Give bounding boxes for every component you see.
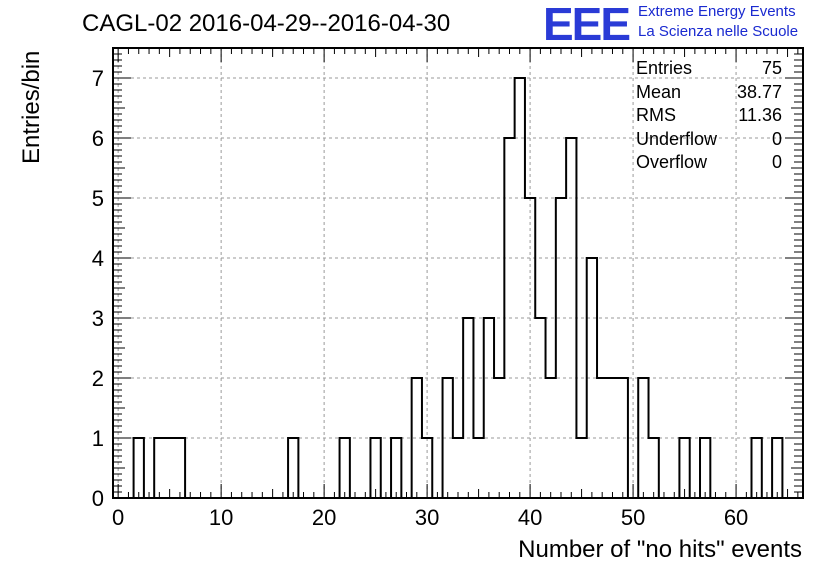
stats-mean-value: 38.77 bbox=[736, 81, 782, 102]
histogram-bar bbox=[752, 438, 762, 498]
x-tick-label: 50 bbox=[621, 505, 645, 530]
stats-mean-label: Mean bbox=[636, 81, 682, 102]
x-tick-label: 0 bbox=[112, 505, 124, 530]
stats-row-overflow: Overflow 0 bbox=[636, 151, 782, 175]
stats-rms-label: RMS bbox=[636, 105, 676, 125]
histogram-bar bbox=[535, 318, 545, 498]
stats-row-rms: RMS 11.36 bbox=[636, 104, 782, 128]
histogram-bar bbox=[391, 438, 401, 498]
x-tick-label: 60 bbox=[724, 505, 748, 530]
histogram-bar bbox=[175, 438, 185, 498]
y-tick-label: 5 bbox=[92, 186, 104, 211]
histogram-bar bbox=[515, 78, 525, 498]
histogram-bar bbox=[340, 438, 350, 498]
chart-title: CAGL-02 2016-04-29--2016-04-30 bbox=[82, 10, 451, 37]
stats-overflow-value: 0 bbox=[771, 152, 782, 172]
stats-row-entries: Entries 75 bbox=[636, 57, 782, 81]
stats-underflow-value: 0 bbox=[771, 128, 782, 149]
histogram-bar bbox=[453, 438, 463, 498]
stats-underflow-label: Underflow bbox=[636, 128, 718, 149]
y-tick-label: 3 bbox=[92, 306, 104, 331]
histogram-bar bbox=[154, 438, 164, 498]
stats-box: Entries 75 Mean 38.77 RMS 11.36 Underflo… bbox=[636, 57, 782, 175]
x-tick-label: 10 bbox=[209, 505, 233, 530]
stats-rms-value: 11.36 bbox=[738, 105, 782, 125]
x-axis-label: Number of "no hits" events bbox=[518, 536, 802, 563]
y-tick-label: 7 bbox=[92, 66, 104, 91]
y-tick-label: 0 bbox=[92, 486, 104, 511]
logo-line-2: La Scienza nelle Scuole bbox=[638, 23, 799, 40]
y-tick-label: 2 bbox=[92, 366, 104, 391]
histogram-bar bbox=[700, 438, 710, 498]
y-tick-label: 4 bbox=[92, 246, 104, 271]
histogram-bar bbox=[484, 318, 494, 498]
eee-logo: EEE bbox=[543, 0, 631, 50]
histogram-bar bbox=[649, 438, 659, 498]
stats-row-mean: Mean 38.77 bbox=[636, 81, 782, 105]
stats-row-underflow: Underflow 0 bbox=[636, 128, 782, 152]
histogram-bar bbox=[134, 438, 144, 498]
histogram-bar bbox=[556, 198, 566, 498]
histogram-outline bbox=[113, 77, 803, 499]
histogram-bar bbox=[463, 318, 473, 498]
x-tick-label: 20 bbox=[312, 505, 336, 530]
x-tick-label: 30 bbox=[415, 505, 439, 530]
histogram-bar bbox=[288, 438, 298, 498]
y-tick-label: 1 bbox=[92, 426, 104, 451]
logo-line-1: Extreme Energy Events bbox=[638, 3, 796, 20]
x-tick-label: 40 bbox=[518, 505, 542, 530]
stats-entries-label: Entries bbox=[636, 58, 693, 78]
y-tick-label: 6 bbox=[92, 126, 104, 151]
stats-entries-value: 75 bbox=[761, 58, 782, 78]
stats-overflow-label: Overflow bbox=[636, 152, 708, 172]
y-axis-label: Entries/bin bbox=[18, 50, 45, 164]
histogram-bar bbox=[772, 438, 782, 498]
